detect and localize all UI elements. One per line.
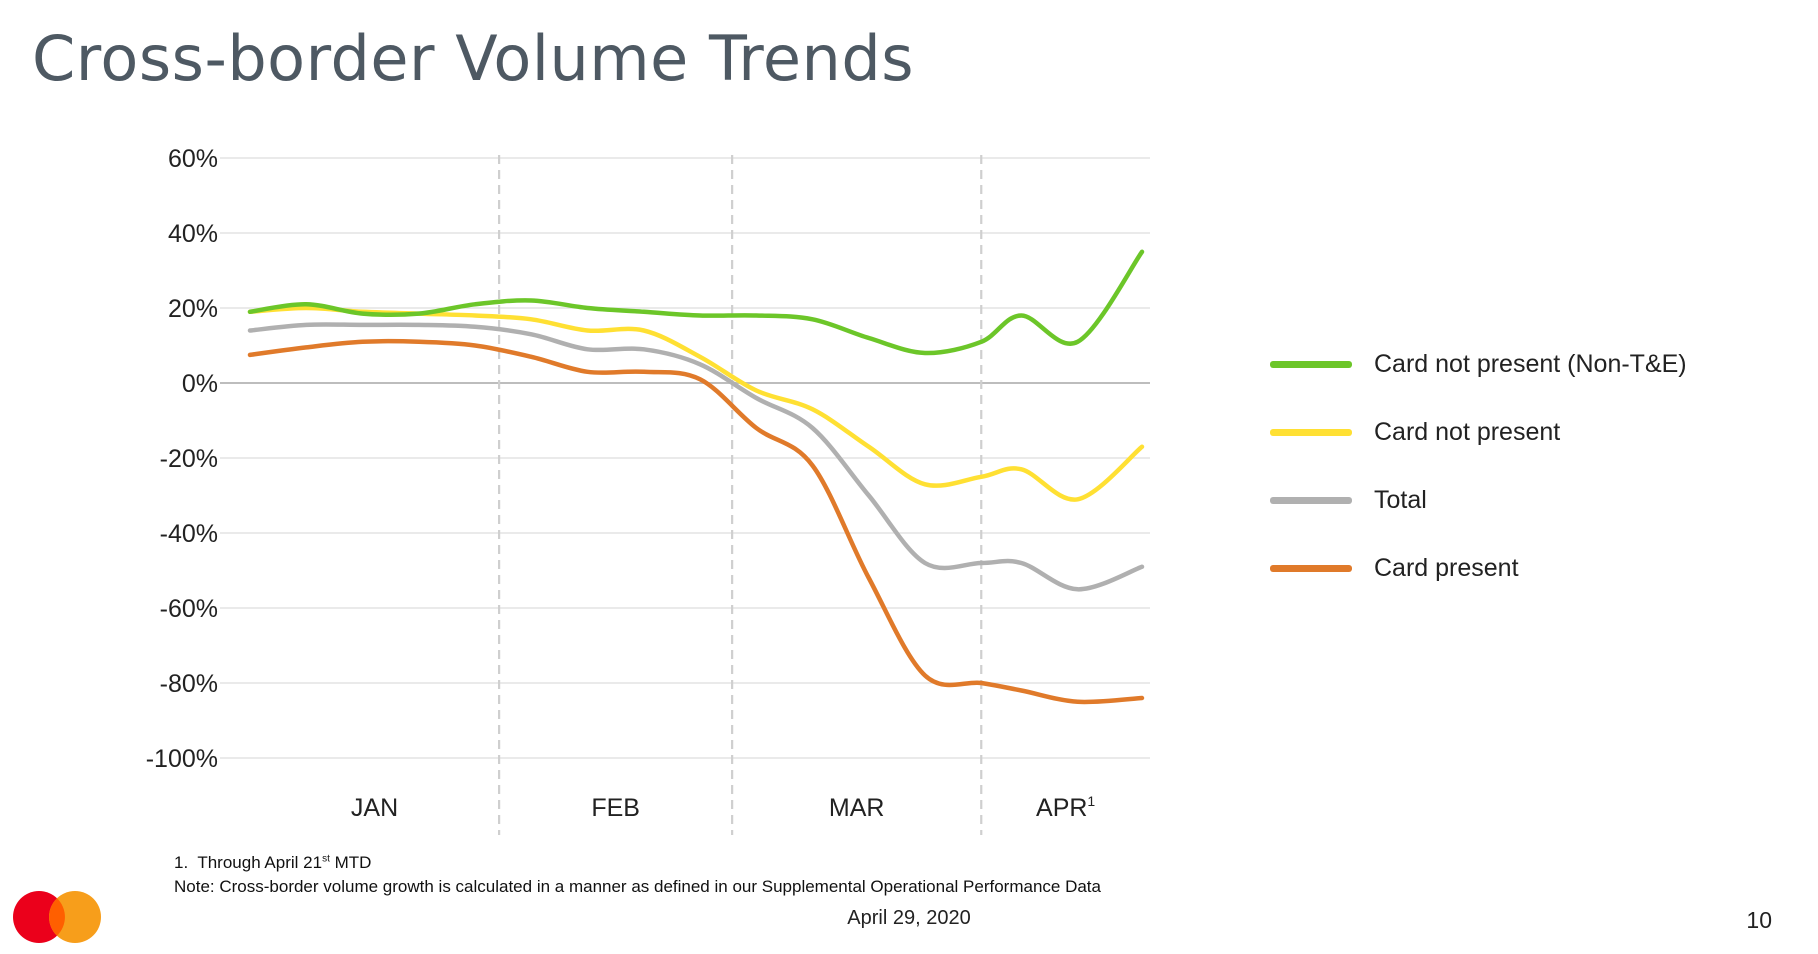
y-axis-tick-labels: 60% 40% 20% 0% -20% -40% -60% -80% -100%: [146, 145, 218, 773]
legend-swatch: [1270, 360, 1352, 368]
chart-legend: Card not present (Non-T&E) Card not prese…: [1270, 330, 1790, 602]
y-tick-label: 0%: [182, 370, 218, 398]
footnote-text-suffix: MTD: [329, 853, 372, 872]
legend-item-card-not-present-non-t-e: Card not present (Non-T&E): [1270, 330, 1790, 398]
y-tick-label: 20%: [168, 295, 218, 323]
legend-item-card-not-present: Card not present: [1270, 398, 1790, 466]
legend-label: Total: [1374, 485, 1427, 514]
y-tick-label: -20%: [160, 445, 218, 473]
presentation-date: April 29, 2020: [847, 907, 971, 929]
y-tick-label: -80%: [160, 670, 218, 698]
legend-swatch: [1270, 564, 1352, 572]
y-tick-label: 60%: [168, 145, 218, 173]
series-line-card-not-present-non-t-e: [247, 249, 1145, 356]
legend-swatch: [1270, 428, 1352, 436]
y-tick-label: -100%: [146, 745, 218, 773]
slide-title: Cross-border Volume Trends: [32, 22, 914, 95]
y-tick-label: -60%: [160, 595, 218, 623]
mastercard-logo-icon: [13, 891, 101, 943]
grid-lines: [220, 157, 1150, 759]
series-line-total: [247, 322, 1145, 592]
series-lines: [247, 249, 1145, 705]
legend-item-total: Total: [1270, 466, 1790, 534]
legend-swatch: [1270, 496, 1352, 504]
footnote: 1. Through April 21st MTD: [174, 853, 371, 873]
series-line-card-present: [247, 338, 1145, 705]
footnote-number: 1.: [174, 853, 189, 872]
legend-label: Card not present (Non-T&E): [1374, 349, 1687, 378]
x-tick-superscript: 1: [1087, 793, 1095, 809]
x-tick-label: JAN: [351, 794, 398, 822]
y-tick-label: -40%: [160, 520, 218, 548]
x-tick-label: FEB: [591, 794, 640, 822]
legend-label: Card not present: [1374, 417, 1561, 446]
legend-label: Card present: [1374, 553, 1519, 582]
y-tick-label: 40%: [168, 220, 218, 248]
x-tick-label: MAR: [829, 794, 885, 822]
x-axis-month-labels: JAN FEB MAR APR1: [351, 793, 1095, 822]
footnote-text: Through April 21: [197, 853, 323, 872]
series-line-card-not-present: [247, 305, 1145, 502]
x-tick-label: APR1: [1036, 793, 1095, 822]
legend-item-card-present: Card present: [1270, 534, 1790, 602]
page-number: 10: [1746, 907, 1772, 933]
methodology-note: Note: Cross-border volume growth is calc…: [174, 877, 1101, 896]
footnote-superscript: st: [322, 853, 330, 865]
month-dividers: [498, 155, 983, 835]
